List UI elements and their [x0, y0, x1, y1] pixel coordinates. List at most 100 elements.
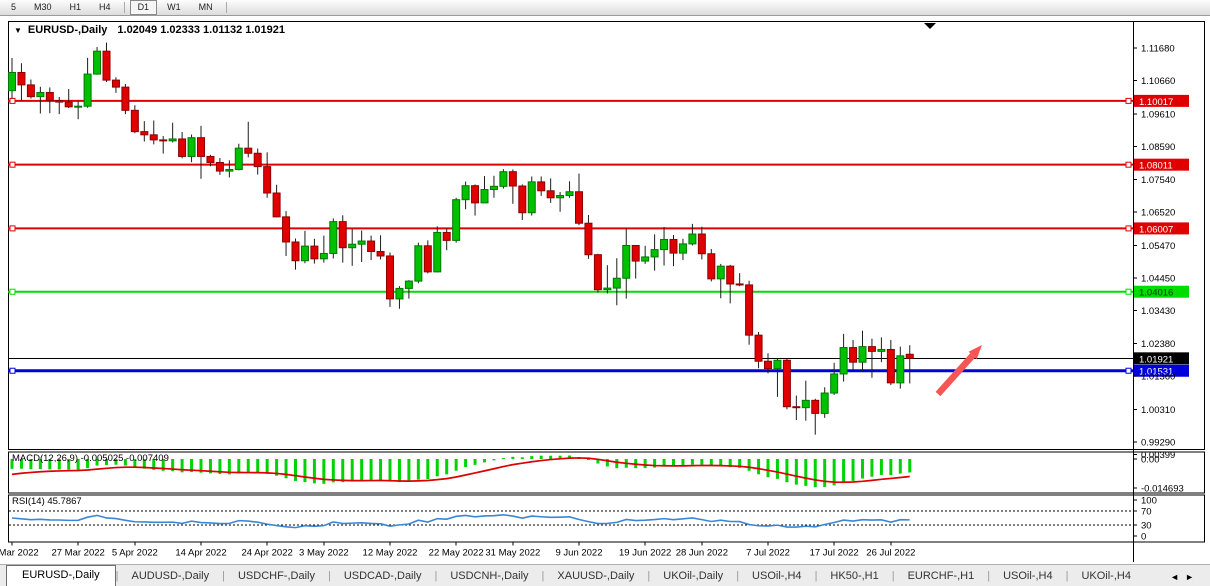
chart-tab-usoil-h4[interactable]: USOil-,H4 — [1003, 570, 1053, 582]
trend-arrow-shaft[interactable] — [935, 353, 976, 397]
line-endpoint-marker[interactable] — [1125, 367, 1132, 374]
date-axis-label[interactable]: 9 Jun 2022 — [555, 548, 602, 559]
macd-histogram-bar — [757, 459, 761, 475]
macd-histogram-bar — [870, 459, 874, 477]
macd-histogram-bar — [29, 459, 33, 470]
macd-histogram-bar — [199, 459, 203, 473]
macd-histogram-bar — [76, 459, 80, 470]
date-axis-label[interactable]: 3 May 2022 — [299, 548, 349, 559]
chart-tab-xauusd-daily[interactable]: XAUUSD-,Daily — [557, 570, 635, 582]
chart-tab-ukoil-h4[interactable]: UKOil-,H4 — [1081, 570, 1131, 582]
date-axis-label[interactable]: 19 Jun 2022 — [619, 548, 671, 559]
macd-histogram-bar — [794, 459, 798, 485]
candle-body — [367, 240, 376, 253]
price-badge-1.04016 — [1134, 285, 1189, 298]
macd-histogram-bar — [180, 459, 184, 473]
tab-separator: | — [736, 570, 740, 582]
macd-histogram-bar — [152, 459, 156, 470]
macd-histogram-bar — [681, 459, 685, 466]
date-axis-label[interactable]: 14 Apr 2022 — [175, 548, 226, 559]
chart-tab-audusd-daily[interactable]: AUDUSD-,Daily — [131, 570, 210, 582]
candle-body — [338, 221, 347, 249]
macd-histogram-bar — [568, 455, 572, 459]
macd-histogram-bar — [605, 459, 609, 467]
line-endpoint-marker[interactable] — [9, 367, 16, 374]
date-axis-label[interactable]: 7 Jul 2022 — [746, 548, 790, 559]
price-axis-tick-label: 1.11680 — [1141, 44, 1175, 55]
candle-body — [641, 256, 650, 262]
candle-body — [735, 283, 744, 286]
chart-tab-hk50-h1[interactable]: HK50-,H1 — [830, 570, 879, 582]
line-endpoint-marker[interactable] — [1125, 288, 1132, 295]
macd-histogram-bar — [86, 459, 90, 469]
candle-body — [603, 287, 612, 291]
date-axis-label[interactable]: 5 Apr 2022 — [112, 548, 158, 559]
candle-body — [905, 353, 914, 359]
macd-histogram-bar — [208, 459, 212, 474]
line-endpoint-marker[interactable] — [9, 97, 16, 104]
macd-histogram-bar — [492, 459, 496, 461]
line-endpoint-marker[interactable] — [9, 288, 16, 295]
date-axis-label[interactable]: 22 May 2022 — [429, 548, 484, 559]
candle-body — [452, 199, 461, 241]
macd-histogram-bar — [501, 457, 505, 459]
candle-body — [716, 265, 725, 280]
macd-histogram-bar — [690, 459, 694, 465]
date-axis-label[interactable]: 17 Mar 2022 — [0, 548, 39, 559]
macd-histogram-bar — [586, 459, 590, 460]
line-endpoint-marker[interactable] — [9, 161, 16, 168]
candle-body — [225, 168, 234, 172]
candle-body — [546, 190, 555, 199]
current-price-badge-label: 1.01921 — [1139, 354, 1173, 365]
line-endpoint-marker[interactable] — [9, 225, 16, 232]
tab-scroll-arrows[interactable]: ◄► — [1170, 572, 1200, 582]
chart-window[interactable]: 1.10017 1.08011 1.06007 1.04016 1.01531 1.019… — [0, 16, 1210, 564]
date-axis-label[interactable]: 17 Jul 2022 — [810, 548, 859, 559]
candle-body — [745, 284, 754, 336]
date-axis-label[interactable]: 24 Apr 2022 — [242, 548, 293, 559]
chart-tab-eurusd-daily[interactable]: EURUSD-,Daily — [6, 565, 116, 586]
date-axis-label[interactable]: 31 May 2022 — [485, 548, 540, 559]
chart-tab-eurchf-h1[interactable]: EURCHF-,H1 — [907, 570, 975, 582]
chart-tab-usoil-h4[interactable]: USOil-,H4 — [752, 570, 802, 582]
candle-body — [263, 166, 272, 194]
timeframe-button-d1[interactable]: D1 — [129, 0, 158, 15]
macd-histogram-bar — [889, 459, 893, 476]
tab-separator: | — [434, 570, 438, 582]
macd-histogram-bar — [549, 455, 553, 459]
line-endpoint-marker[interactable] — [1125, 97, 1132, 104]
candle-body — [480, 189, 489, 204]
macd-histogram-bar — [142, 459, 146, 469]
chart-tab-usdcad-daily[interactable]: USDCAD-,Daily — [343, 570, 422, 582]
timeframe-button-h1[interactable]: H1 — [69, 2, 82, 12]
timeframe-button-mn[interactable]: MN — [198, 2, 213, 12]
chart-tab-usdchf-daily[interactable]: USDCHF-,Daily — [237, 570, 315, 582]
macd-histogram-bar — [643, 459, 647, 469]
symbol-dropdown-icon[interactable]: ▼ — [14, 26, 22, 35]
date-axis-label[interactable]: 12 May 2022 — [363, 548, 418, 559]
chart-tab-ukoil-daily[interactable]: UKOil-,Daily — [663, 570, 724, 582]
timeframe-button-w1[interactable]: W1 — [167, 2, 181, 12]
date-axis-label[interactable]: 28 Jun 2022 — [676, 548, 728, 559]
chart-tab-usdcnh-daily[interactable]: USDCNH-,Daily — [450, 570, 529, 582]
candle-body — [8, 71, 16, 92]
candle-body — [272, 192, 281, 218]
price-badge-label: 1.08011 — [1139, 161, 1173, 172]
line-endpoint-marker[interactable] — [1125, 225, 1132, 232]
timeframe-button-h4[interactable]: H4 — [99, 2, 111, 12]
chart-canvas[interactable]: 1.10017 1.08011 1.06007 1.04016 1.01531 1.019… — [0, 16, 1210, 564]
date-axis-label[interactable]: 26 Jul 2022 — [866, 548, 915, 559]
price-axis-tick-label: 1.08590 — [1141, 142, 1175, 153]
chart-shift-marker-icon[interactable] — [924, 23, 936, 29]
date-axis-label[interactable]: 27 Mar 2022 — [51, 548, 104, 559]
trend-arrow-head[interactable] — [968, 345, 982, 360]
chart-title: ▼ EURUSD-,Daily 1.02049 1.02333 1.01132 1.… — [14, 24, 285, 36]
price-badge-label: 1.04016 — [1139, 288, 1173, 299]
line-endpoint-marker[interactable] — [1125, 161, 1132, 168]
macd-histogram-bar — [464, 459, 468, 467]
macd-histogram-bar — [728, 459, 732, 468]
macd-histogram-bar — [426, 459, 430, 480]
toolbar-separator — [123, 2, 125, 13]
timeframe-button-5[interactable]: 5 — [11, 2, 17, 12]
timeframe-button-m30[interactable]: M30 — [34, 2, 52, 12]
